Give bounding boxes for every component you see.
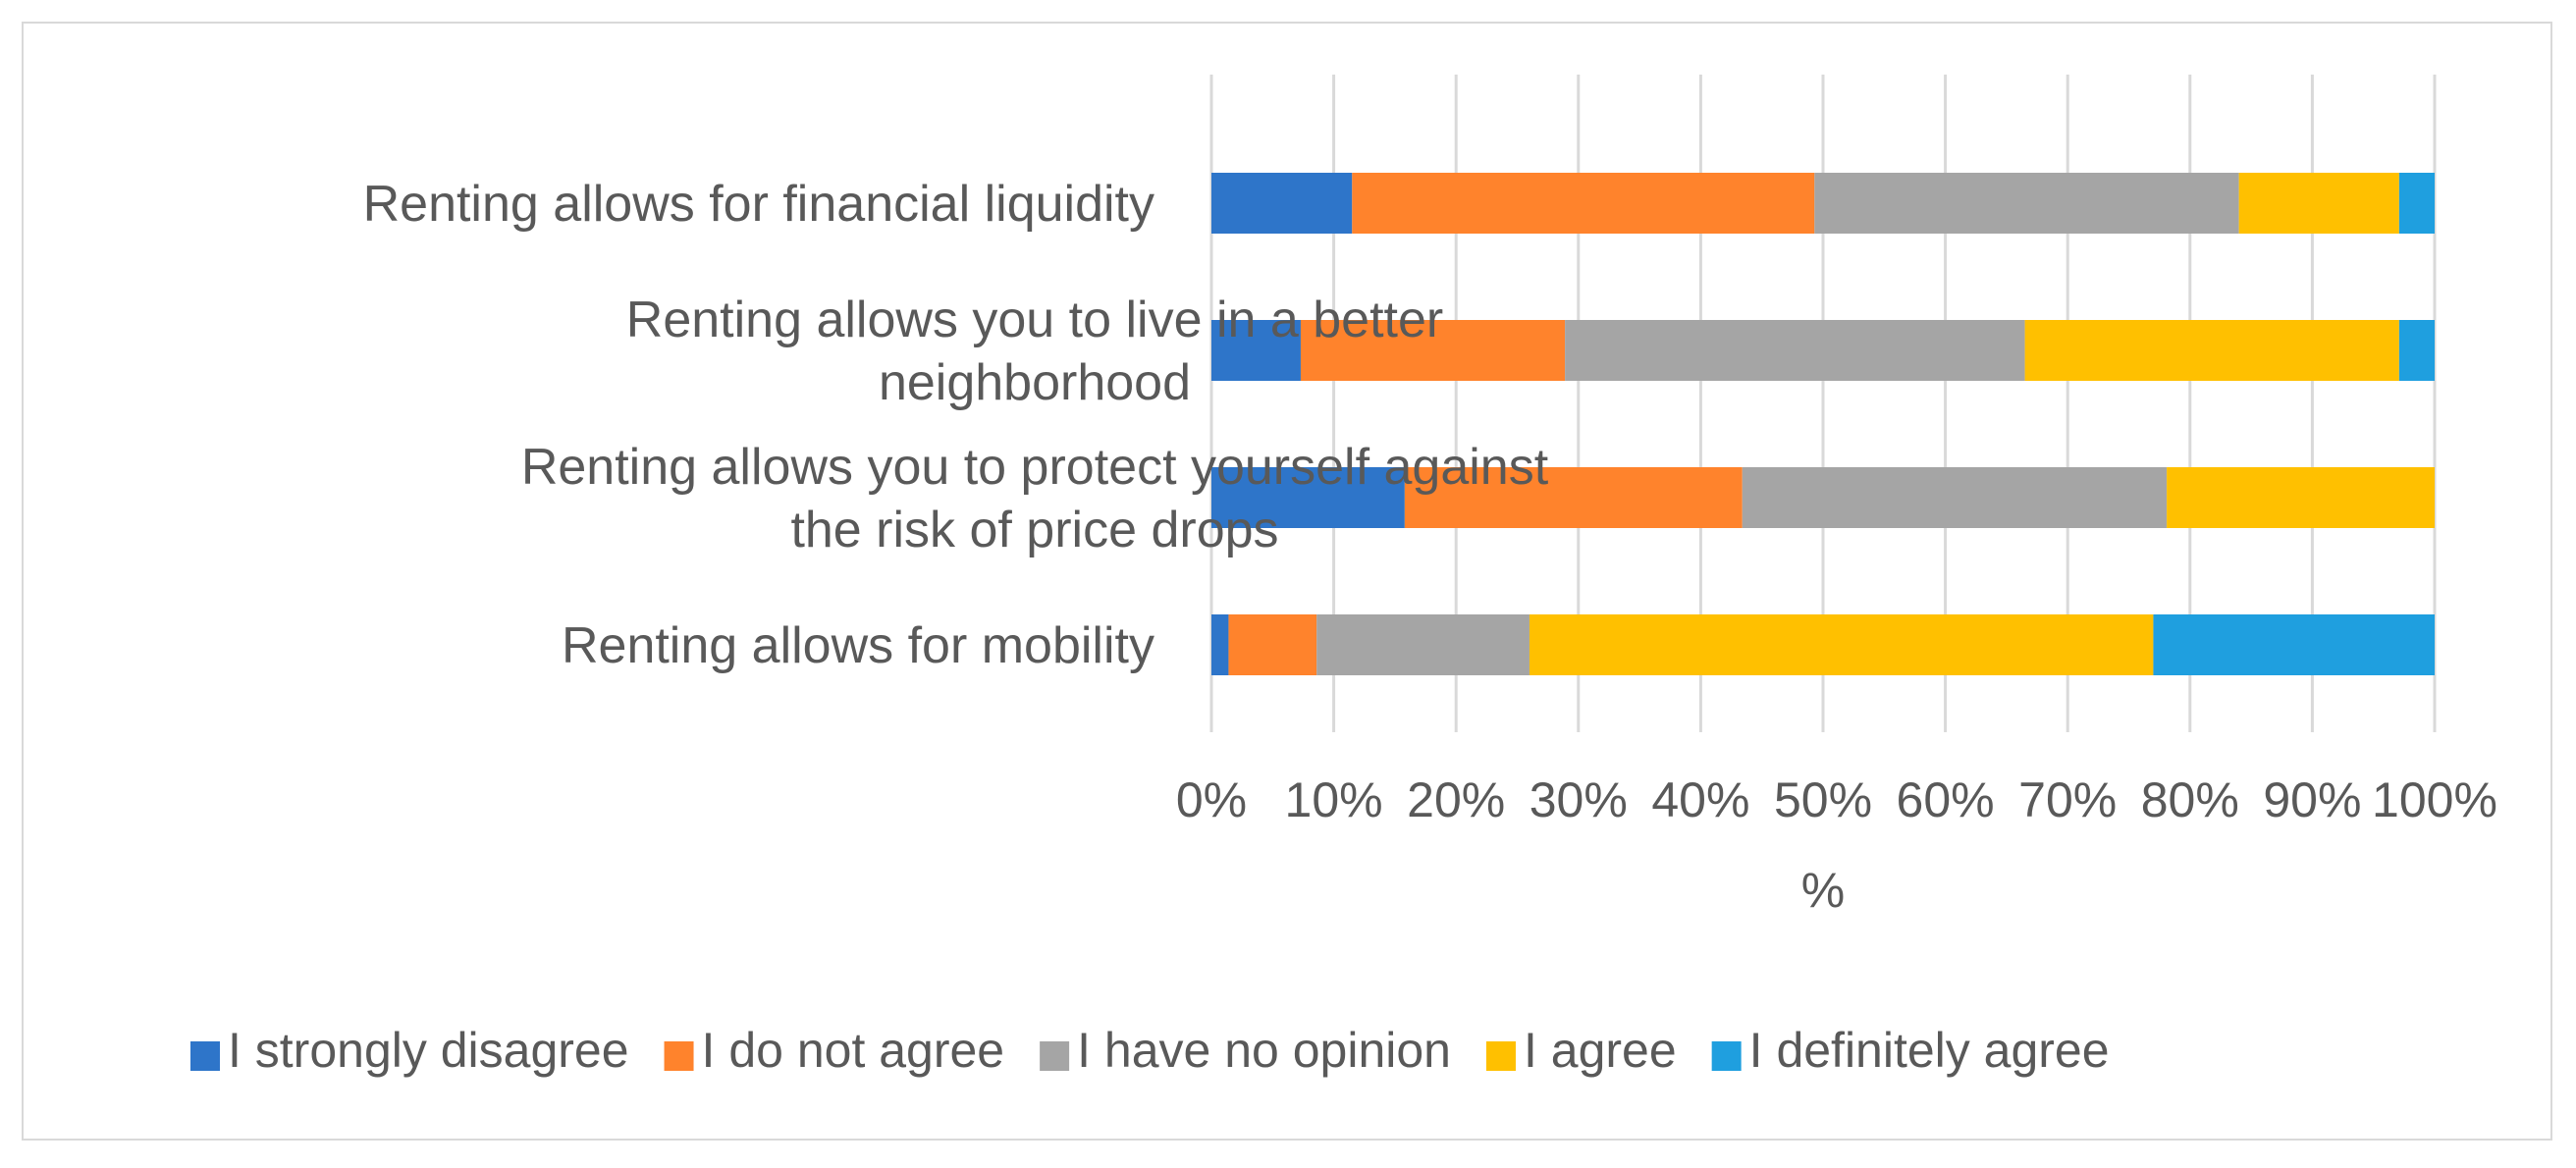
legend-label: I agree [1524, 1023, 1677, 1078]
bar-segment [1211, 614, 1229, 675]
bar-segment [2153, 614, 2435, 675]
bar-segment [1211, 320, 1301, 381]
legend-swatch [1040, 1041, 1070, 1071]
bar-segment [2238, 173, 2399, 234]
category-label: the risk of price drops [790, 502, 1278, 558]
x-tick-label: 70% [2018, 772, 2117, 827]
bar-segment [1404, 467, 1743, 528]
x-tick-label: 0% [1176, 772, 1247, 827]
x-tick-label: 100% [2372, 772, 2497, 827]
x-tick-label: 90% [2263, 772, 2361, 827]
category-labels: Renting allows for financial liquidity Re… [363, 176, 1549, 674]
bar-segment [1565, 320, 2025, 381]
bar-segment [1300, 320, 1566, 381]
legend-label: I have no opinion [1077, 1023, 1451, 1078]
bar-segment [1742, 467, 2168, 528]
category-label: Renting allows for mobility [562, 617, 1154, 674]
legend-label: I definitely agree [1749, 1023, 2110, 1078]
legend: I strongly disagree I do not agree I have … [190, 1023, 2110, 1078]
bars [1211, 173, 2435, 675]
x-tick-label: 30% [1530, 772, 1628, 827]
category-label: Renting allows you to live in a better [626, 292, 1443, 348]
bar-segment [2398, 320, 2435, 381]
chart-frame: Renting allows for financial liquidity Re… [22, 22, 2552, 1141]
legend-label: I do not agree [702, 1023, 1005, 1078]
bar-segment [1529, 614, 2154, 675]
legend-swatch [664, 1041, 694, 1071]
x-tick-label: 40% [1651, 772, 1749, 827]
bar-segment [1211, 467, 1405, 528]
bar-segment [2024, 320, 2399, 381]
x-tick-label: 10% [1285, 772, 1383, 827]
x-tick-label: 60% [1897, 772, 1995, 827]
legend-swatch [1711, 1041, 1742, 1071]
category-label: Renting allows you to protect yourself a… [521, 439, 1549, 496]
bar-segment [1316, 614, 1530, 675]
bar-segment [1211, 173, 1353, 234]
stacked-bar-chart: Renting allows for financial liquidity Re… [190, 75, 2497, 1078]
x-tick-labels: 0% 10% 20% 30% 40% 50% 60% 70% 80% 90% 100% [1176, 772, 2497, 827]
bar-segment [1228, 614, 1317, 675]
bar-segment [2167, 467, 2435, 528]
bar-segment [1814, 173, 2239, 234]
x-tick-label: 50% [1774, 772, 1872, 827]
legend-label: I strongly disagree [228, 1023, 629, 1078]
bar-segment [2398, 173, 2435, 234]
legend-swatch [1485, 1041, 1516, 1071]
x-tick-label: 20% [1407, 772, 1505, 827]
legend-swatch [190, 1041, 220, 1071]
x-tick-label: 80% [2141, 772, 2239, 827]
x-axis-title: % [1801, 863, 1845, 918]
category-label: neighborhood [879, 354, 1191, 411]
bar-segment [1352, 173, 1815, 234]
category-label: Renting allows for financial liquidity [363, 176, 1154, 233]
